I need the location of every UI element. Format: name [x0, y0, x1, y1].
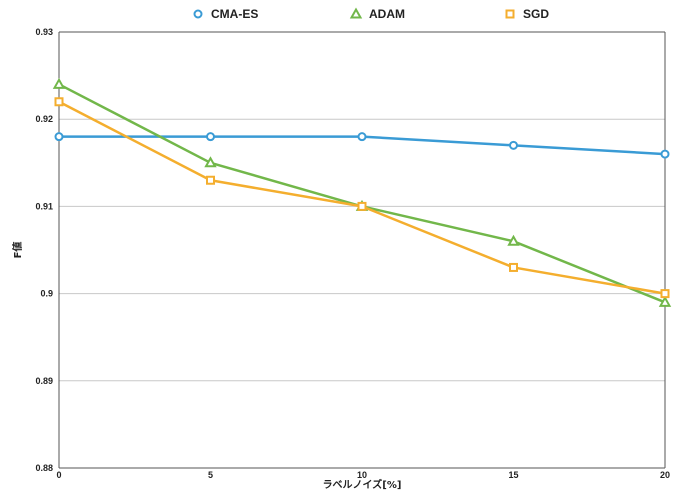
x-tick-label: 10 — [357, 470, 367, 480]
data-point-adam — [507, 234, 520, 246]
y-axis-label: F値 — [11, 242, 24, 259]
data-point-sgd — [206, 175, 215, 185]
data-point-cma-es — [357, 132, 367, 142]
y-tick-labels: 0.88 0.89 0.9 0.91 0.92 0.93 — [35, 27, 53, 473]
x-tick-label: 20 — [660, 470, 670, 480]
legend-marker-adam — [349, 7, 363, 19]
data-point-sgd — [660, 289, 670, 299]
legend-item-adam: ADAM — [349, 7, 405, 21]
data-point-sgd — [509, 262, 518, 272]
legend-label-sgd: SGD — [523, 7, 549, 21]
x-tick-label: 0 — [56, 470, 61, 480]
legend-marker-sgd — [505, 9, 515, 19]
x-axis-label: ラベルノイズ[%] — [323, 478, 402, 491]
series-group — [52, 77, 672, 307]
data-point-cma-es — [509, 140, 518, 150]
y-tick-label: 0.92 — [35, 114, 53, 124]
data-point-sgd — [54, 97, 64, 107]
data-point-sgd — [357, 201, 367, 211]
y-tick-label: 0.93 — [35, 27, 53, 37]
data-point-adam — [52, 77, 66, 89]
y-tick-label: 0.91 — [35, 201, 53, 211]
series-sgd — [54, 97, 670, 299]
plot-area — [59, 32, 665, 468]
x-tick-labels: 0 5 10 15 20 — [56, 470, 670, 480]
legend: CMA-ES ADAM SGD — [193, 7, 549, 21]
y-tick-label: 0.89 — [35, 376, 53, 386]
legend-label-adam: ADAM — [369, 7, 405, 21]
legend-item-sgd: SGD — [505, 7, 549, 21]
y-tick-label: 0.88 — [35, 463, 53, 473]
legend-label-cma-es: CMA-ES — [211, 7, 258, 21]
legend-item-cma-es: CMA-ES — [193, 7, 258, 21]
legend-marker-cma-es — [193, 9, 203, 19]
x-tick-label: 15 — [508, 470, 518, 480]
data-point-cma-es — [54, 132, 64, 142]
x-tick-label: 5 — [208, 470, 213, 480]
data-point-cma-es — [206, 132, 215, 142]
y-tick-label: 0.9 — [40, 289, 53, 299]
data-point-adam — [658, 295, 672, 307]
data-point-adam — [204, 156, 217, 168]
data-point-cma-es — [660, 149, 670, 159]
